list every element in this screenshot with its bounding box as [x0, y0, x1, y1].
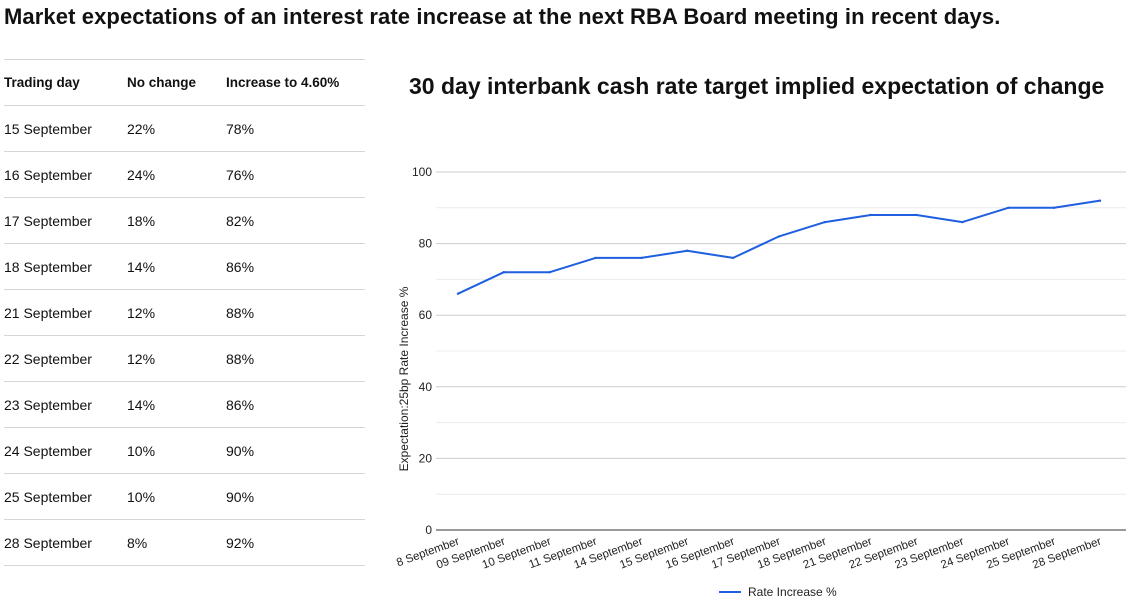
gridlines	[436, 171, 1126, 531]
table-row: 16 September 24% 76%	[4, 151, 365, 198]
cell-trading-day: 17 September	[4, 197, 127, 244]
y-tick-label: 80	[419, 237, 433, 251]
y-tick-labels: 0 20 40 60 80 100	[412, 165, 432, 537]
data-point	[1007, 206, 1010, 209]
data-point	[456, 292, 460, 295]
cell-increase: 78%	[226, 105, 365, 152]
data-point	[1052, 206, 1056, 209]
cell-trading-day: 25 September	[4, 473, 127, 520]
cell-trading-day: 15 September	[4, 105, 127, 152]
table-row: 21 September 12% 88%	[4, 289, 365, 336]
page-title: Market expectations of an interest rate …	[4, 4, 1001, 29]
cell-no-change: 12%	[127, 335, 226, 382]
cell-increase: 88%	[226, 335, 365, 382]
table-row: 17 September 18% 82%	[4, 197, 365, 244]
cell-no-change: 18%	[127, 197, 226, 244]
cell-increase: 90%	[226, 473, 365, 520]
data-point	[1098, 199, 1102, 202]
data-point	[594, 256, 597, 260]
cell-increase: 90%	[226, 427, 365, 474]
y-tick-label: 60	[419, 308, 433, 322]
cell-trading-day: 28 September	[4, 519, 127, 566]
legend-label: Rate Increase %	[748, 585, 837, 599]
cell-no-change: 22%	[127, 105, 226, 152]
cell-trading-day: 23 September	[4, 381, 127, 428]
chart-title: 30 day interbank cash rate target implie…	[409, 73, 1105, 99]
cell-no-change: 10%	[127, 427, 226, 474]
header-increase: Increase to 4.60%	[226, 59, 365, 106]
table-row: 25 September 10% 90%	[4, 473, 365, 520]
data-point	[502, 271, 506, 274]
cell-increase: 86%	[226, 243, 365, 290]
legend: Rate Increase %	[719, 585, 837, 599]
data-point	[869, 213, 872, 217]
header-no-change: No change	[127, 59, 226, 106]
cell-increase: 76%	[226, 151, 365, 198]
y-tick-label: 20	[419, 451, 433, 465]
data-point	[686, 249, 689, 252]
table-row: 28 September 8% 92%	[4, 519, 365, 566]
cell-no-change: 10%	[127, 473, 226, 520]
header-trading-day: Trading day	[4, 59, 127, 106]
y-tick-label: 0	[425, 523, 432, 537]
cell-trading-day: 21 September	[4, 289, 127, 336]
table-row: 22 September 12% 88%	[4, 335, 365, 382]
cell-increase: 92%	[226, 519, 365, 566]
cell-increase: 82%	[226, 197, 365, 244]
data-point	[640, 256, 643, 260]
data-point	[823, 220, 827, 224]
expectations-table: Trading day No change Increase to 4.60% …	[4, 59, 365, 566]
table-row: 18 September 14% 86%	[4, 243, 365, 290]
series-layer	[456, 199, 1102, 295]
cell-no-change: 8%	[127, 519, 226, 566]
cell-trading-day: 22 September	[4, 335, 127, 382]
cell-increase: 86%	[226, 381, 365, 428]
table-row: 15 September 22% 78%	[4, 105, 365, 152]
table-row: 23 September 14% 86%	[4, 381, 365, 428]
data-point	[548, 271, 551, 274]
y-tick-label: 40	[419, 380, 433, 394]
cell-no-change: 14%	[127, 381, 226, 428]
table-header-row: Trading day No change Increase to 4.60%	[4, 59, 365, 106]
y-axis-label: Expectation:25bp Rate Increase %	[397, 286, 411, 471]
cell-no-change: 14%	[127, 243, 226, 290]
cell-trading-day: 24 September	[4, 427, 127, 474]
cell-increase: 88%	[226, 289, 365, 336]
data-point	[915, 213, 918, 217]
data-point	[961, 220, 964, 224]
y-tick-label: 100	[412, 165, 432, 179]
data-point	[731, 256, 735, 260]
cell-no-change: 12%	[127, 289, 226, 336]
table-row: 24 September 10% 90%	[4, 427, 365, 474]
cell-trading-day: 16 September	[4, 151, 127, 198]
cell-no-change: 24%	[127, 151, 226, 198]
data-point	[777, 235, 781, 238]
cell-trading-day: 18 September	[4, 243, 127, 290]
